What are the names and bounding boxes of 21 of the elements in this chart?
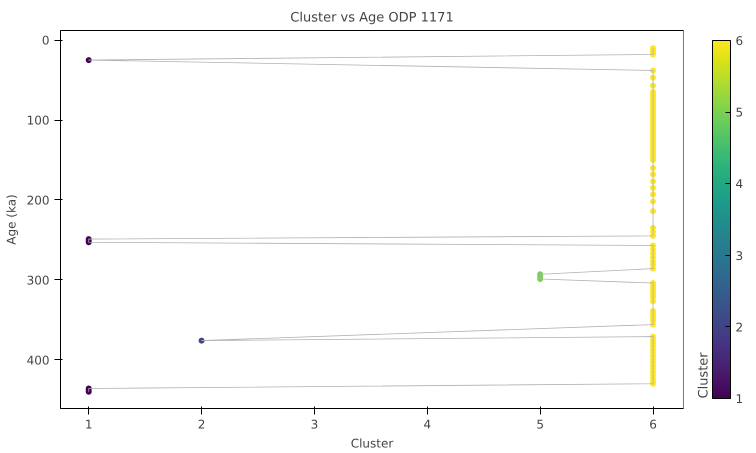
x-tick-label: 6 (649, 418, 657, 432)
y-tick-label: 400 (26, 353, 50, 368)
y-tick-label: 100 (26, 114, 50, 128)
color-bar-title: Cluster (696, 352, 712, 398)
x-tick-label: 4 (423, 418, 432, 432)
y-tick-label: 300 (26, 273, 50, 288)
x-tick-label: 3 (310, 418, 318, 432)
y-tick-label: 200 (26, 193, 50, 208)
color-bar-label: 1 (736, 392, 744, 406)
x-tick-label: 2 (198, 418, 206, 432)
color-bar-label: 3 (736, 248, 744, 263)
color-bar-label: 4 (736, 177, 744, 192)
y-tick-label: 0 (42, 34, 50, 48)
color-bar-label: 5 (736, 106, 744, 120)
color-bar-label: 2 (736, 320, 744, 334)
chart-title: Cluster vs Age ODP 1171 (290, 10, 454, 26)
x-tick-label: 1 (84, 418, 93, 432)
x-tick-label: 5 (536, 418, 544, 432)
y-axis-title: Age (ka) (4, 194, 19, 245)
x-axis-title: Cluster (350, 436, 394, 450)
color-bar-label: 6 (736, 34, 744, 48)
